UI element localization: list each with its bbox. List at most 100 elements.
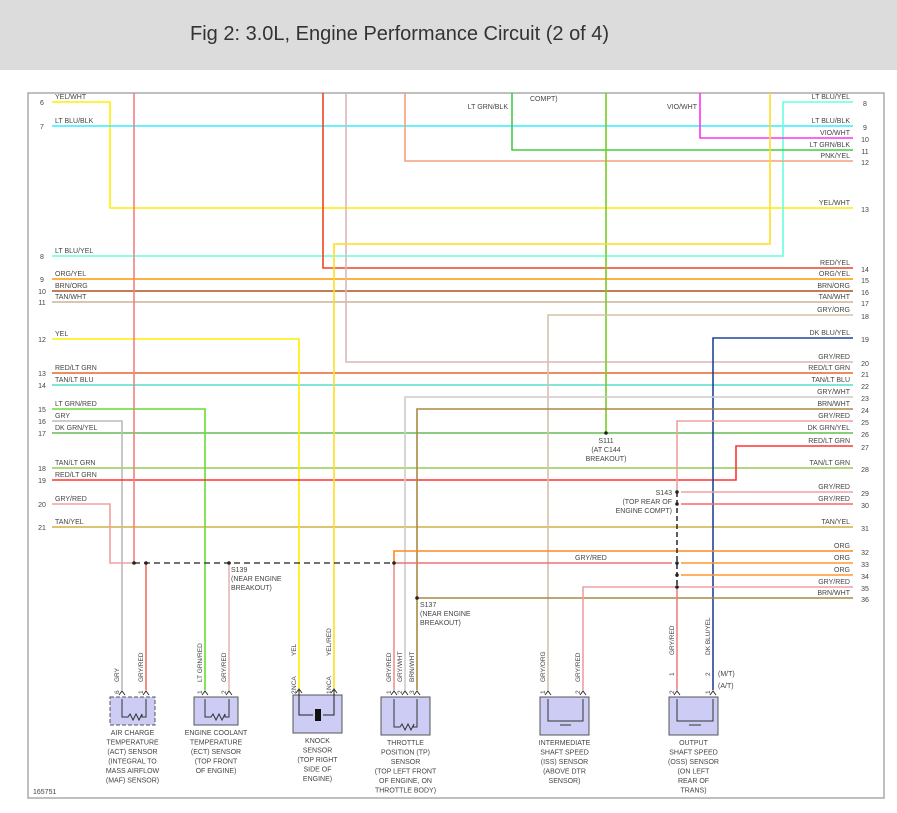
right-wire-label: GRY/WHT	[817, 389, 851, 396]
right-wire-label: GRY/RED	[818, 354, 850, 361]
left-wire-label: RED/LT GRN	[55, 472, 97, 479]
right-wire-label: TAN/LT GRN	[810, 460, 850, 467]
pin-number: 2	[575, 690, 582, 694]
pin-nca-label: NCA	[326, 676, 333, 690]
right-wire-number: 16	[861, 290, 869, 297]
left-wire-label: TAN/LT BLU	[55, 377, 94, 384]
title-banner: Fig 2: 3.0L, Engine Performance Circuit …	[0, 0, 897, 70]
splice-label-s139: BREAKOUT)	[231, 585, 272, 592]
left-wire-number: 14	[38, 383, 46, 390]
right-wire-label: TAN/YEL	[821, 519, 850, 526]
right-wire-label: RED/YEL	[820, 260, 850, 267]
connector-pin-icon	[579, 690, 587, 696]
sensor-label-ect: TEMPERATURE	[190, 740, 243, 747]
pin-wire-label: GRY/RED	[669, 625, 676, 655]
right-wire-number: 33	[861, 562, 869, 569]
left-wire-number: 7	[40, 124, 44, 131]
splice-dot-s143	[675, 573, 679, 577]
sensor-label-act: TEMPERATURE	[106, 740, 159, 747]
splice-dot-s111	[604, 431, 608, 435]
right-wire-number: 29	[861, 491, 869, 498]
sensor-label-oss: REAR OF	[678, 778, 709, 785]
knock-lead	[298, 690, 313, 716]
connector-pin-icon	[401, 690, 409, 696]
right-wire-label: LT GRN/BLK	[810, 142, 851, 149]
piezo-element-icon	[315, 709, 321, 721]
sensor-label-iss: INTERMEDIATE	[539, 740, 591, 747]
right-wire-label: RED/LT GRN	[808, 365, 850, 372]
pin-wire-label: DK BLU/YEL	[705, 617, 712, 655]
wire-gry-org	[547, 314, 853, 690]
resistor-icon	[204, 699, 230, 722]
sensor-label-ect: (ECT) SENSOR	[191, 749, 241, 756]
left-wire-label: GRY	[55, 413, 70, 420]
wire-dk-blu-yel	[712, 337, 853, 690]
right-wire-label: ORG	[834, 567, 850, 574]
left-wire-number: 9	[40, 277, 44, 284]
wire-lt-blu-yel	[52, 101, 853, 257]
connector-pin-icon	[544, 690, 552, 696]
sensor-label-tp: THROTTLE BODY)	[375, 788, 436, 795]
sensor-label-tp: (TOP LEFT FRONT	[375, 769, 437, 776]
right-wire-label: ORG	[834, 543, 850, 550]
right-wire-number: 25	[861, 420, 869, 427]
left-wire-number: 21	[38, 525, 46, 532]
pin-number: 2	[705, 672, 712, 676]
right-wire-number: 23	[861, 396, 869, 403]
left-wire-label: LT BLU/YEL	[55, 248, 93, 255]
pin-number: 2	[397, 690, 404, 694]
left-wire-label: LT GRN/RED	[55, 401, 97, 408]
sensor-label-tp: THROTTLE	[387, 740, 424, 747]
pin-number: 1	[326, 690, 333, 694]
splice-label-s143: ENGINE COMPT)	[616, 508, 672, 515]
pin-wire-label: YEL/RED	[326, 628, 333, 656]
sensor-label-oss: (OSS) SENSOR	[668, 759, 719, 766]
right-wire-label: YEL/WHT	[819, 200, 851, 207]
left-wire-number: 11	[38, 300, 45, 307]
right-wire-label: TAN/WHT	[819, 294, 851, 301]
splice-dot-s139	[392, 561, 396, 565]
right-wire-number: 28	[861, 467, 869, 474]
pin-number: 6	[114, 690, 121, 694]
right-wire-number: 14	[861, 267, 869, 274]
sensor-label-iss: SHAFT SPEED	[540, 750, 589, 757]
right-wire-label: GRY/RED	[818, 579, 850, 586]
coil-icon	[676, 699, 714, 722]
right-wire-number: 30	[861, 503, 869, 510]
sensor-label-act: (ACT) SENSOR	[107, 749, 157, 756]
connector-pin-icon	[709, 690, 717, 696]
left-wire-number: 6	[40, 100, 44, 107]
right-wire-number: 26	[861, 432, 869, 439]
connector-pin-icon	[295, 688, 303, 694]
left-wire-number: 8	[40, 254, 44, 261]
right-wire-number: 20	[861, 361, 869, 368]
connector-pin-icon	[201, 690, 209, 696]
knock-lead	[323, 690, 335, 716]
pin-wire-label: GRY/RED	[221, 652, 228, 682]
right-wire-label: GRY/RED	[818, 496, 850, 503]
wire-yel	[52, 338, 300, 690]
left-wire-label: TAN/LT GRN	[55, 460, 95, 467]
wire-gry-wht	[404, 396, 853, 690]
right-wire-number: 8	[863, 101, 867, 108]
splice-label-s137: BREAKOUT)	[420, 620, 461, 627]
connector-pin-icon	[118, 690, 126, 696]
splice-dot-s139	[144, 561, 148, 565]
right-wire-number: 12	[861, 160, 869, 167]
right-wire-number: 24	[861, 408, 869, 415]
wire-gry-red	[52, 503, 134, 564]
pin-wire-label: GRY/RED	[138, 652, 145, 682]
pin-number: 1	[540, 690, 547, 694]
pin-number-alt: 1	[705, 690, 712, 694]
right-wire-number: 11	[861, 149, 868, 156]
left-wire-number: 18	[38, 466, 46, 473]
connector-pin-icon	[225, 690, 233, 696]
left-wire-label: DK GRN/YEL	[55, 425, 98, 432]
pin-wire-label: GRY	[114, 667, 121, 682]
oss-mode-label: (A/T)	[718, 683, 734, 690]
splice-label-s143: S143	[656, 490, 672, 497]
splice-label-s111: S111	[598, 438, 613, 445]
figure-number: 165751	[33, 789, 56, 796]
right-wire-label: GRY/RED	[818, 413, 850, 420]
left-wire-label: LT BLU/BLK	[55, 118, 94, 125]
